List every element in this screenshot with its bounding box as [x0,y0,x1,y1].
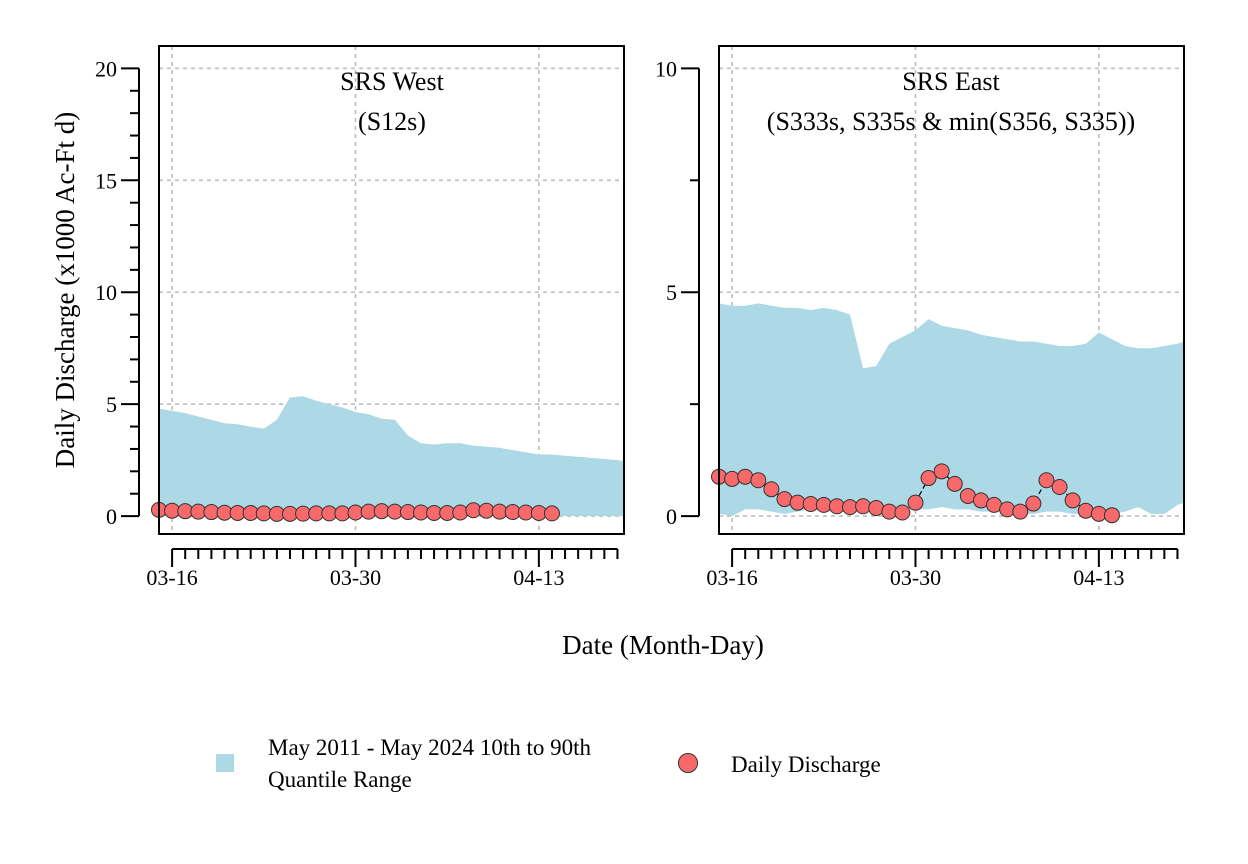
west-gridlines [159,46,624,534]
x-axis-label: Date (Month-Day) [562,630,764,660]
y-axis-label: Daily Discharge (x1000 Ac-Ft d) [50,112,80,468]
x-tick-label: 03-16 [706,565,757,590]
west-quantile-band [159,396,624,517]
data-point [724,470,741,487]
y-tick-label: 0 [106,504,117,529]
x-tick-label: 04-13 [1073,565,1124,590]
data-point [946,475,963,492]
east-quantile-band [719,303,1184,517]
data-point [920,470,937,487]
legend-point-marker [678,753,698,773]
west-panel-subtitle: (S12s) [358,107,426,136]
west-panel-title: SRS West [340,67,444,96]
data-point [543,505,560,522]
data-point [855,498,872,515]
data-point [1012,503,1029,520]
east-panel-title: SRS East [902,67,1000,96]
data-point [868,500,885,517]
west-y-axis: 0 5 10 15 20 [95,56,140,529]
y-tick-label: 5 [106,392,117,417]
legend-band-swatch [216,754,234,772]
y-tick-label: 10 [95,280,117,305]
data-point [1103,507,1120,524]
west-discharge-points [151,501,560,522]
y-tick-label: 20 [95,56,117,81]
y-tick-label: 5 [666,280,677,305]
data-point [1025,495,1042,512]
east-y-axis: 0 5 10 [655,56,700,529]
panel-srs-west: 0 5 10 15 20 03-16 03-30 04-13 SRS West (S12s) [95,45,625,590]
panel-srs-east: 0 5 10 03-16 03-30 04-13 SRS East (S333s, S3… [655,45,1185,590]
data-point [763,481,780,498]
x-tick-label: 03-30 [890,565,941,590]
data-point [1038,472,1055,489]
legend-point-label: Daily Discharge [731,752,881,777]
data-point [907,494,924,511]
data-point [776,491,793,508]
data-point [999,501,1016,518]
x-tick-label: 03-30 [330,565,381,590]
east-plot-frame [718,45,1185,535]
data-point [1064,492,1081,509]
data-point [1051,478,1068,495]
y-tick-label: 0 [666,504,677,529]
west-x-axis: 03-16 03-30 04-13 [146,548,619,590]
east-x-axis: 03-16 03-30 04-13 [706,548,1179,590]
data-point [737,468,754,485]
legend: May 2011 - May 2024 10th to 90th Quantil… [216,735,881,792]
west-plot-frame [158,45,625,535]
y-tick-label: 10 [655,56,677,81]
data-point [894,504,911,521]
data-point [933,463,950,480]
data-point [750,472,767,489]
x-tick-label: 03-16 [146,565,197,590]
legend-band-label-line1: May 2011 - May 2024 10th to 90th [268,735,592,760]
east-discharge-points [711,463,1120,524]
data-point [1077,502,1094,519]
data-point [452,504,469,521]
legend-band-label-line2: Quantile Range [268,767,412,792]
east-panel-subtitle: (S333s, S335s & min(S356, S335)) [767,107,1135,136]
x-tick-label: 04-13 [513,565,564,590]
y-tick-label: 15 [95,168,117,193]
